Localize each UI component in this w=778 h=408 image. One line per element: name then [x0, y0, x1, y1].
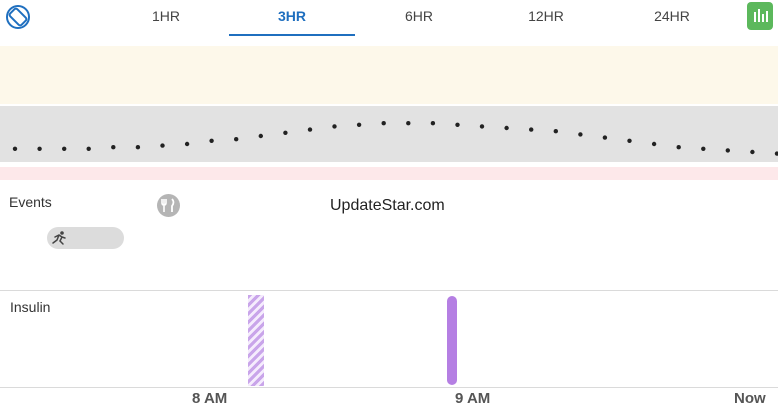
tab-24hr[interactable]: 24HR — [654, 8, 690, 24]
glucose-reading-dot — [209, 138, 214, 143]
glucose-reading-dot — [86, 146, 91, 151]
events-label: Events — [9, 194, 52, 210]
glucose-reading-dot — [651, 141, 657, 147]
glucose-reading-dot — [111, 145, 116, 150]
glucose-reading-dot — [602, 135, 608, 140]
section-divider — [0, 290, 778, 291]
running-icon — [52, 231, 66, 245]
glucose-reading-dot — [356, 122, 362, 127]
time-range-tabs: 1HR 3HR 6HR 12HR 24HR — [0, 0, 778, 36]
bar-chart-icon — [754, 9, 768, 22]
glucose-reading-dot — [725, 148, 730, 153]
glucose-reading-dot — [381, 121, 386, 126]
glucose-trend-graph[interactable] — [0, 100, 778, 170]
exercise-event-marker[interactable] — [47, 227, 124, 249]
glucose-reading-dot — [234, 137, 239, 142]
tab-6hr[interactable]: 6HR — [404, 8, 433, 24]
glucose-reading-dot — [307, 127, 313, 132]
glucose-reading-dot — [750, 149, 755, 155]
insulin-label: Insulin — [10, 299, 51, 315]
glucose-reading-dot — [135, 145, 141, 150]
glucose-reading-dot — [406, 121, 411, 126]
time-axis-line — [0, 387, 778, 388]
target-glucose-zone — [0, 106, 778, 162]
high-glucose-zone — [0, 46, 778, 104]
glucose-reading-dot — [504, 125, 509, 131]
meal-event-marker[interactable] — [157, 194, 180, 217]
time-label-9am: 9 AM — [455, 390, 491, 407]
glucose-reading-dot — [61, 146, 67, 151]
time-label-now: Now — [734, 390, 766, 407]
glucose-reading-dot — [676, 145, 681, 150]
bolus-insulin-marker[interactable] — [447, 296, 457, 385]
basal-insulin-marker[interactable] — [248, 295, 264, 386]
glucose-reading-dot — [430, 121, 436, 126]
glucose-reading-dot — [332, 124, 337, 129]
glucose-reading-dot — [12, 146, 18, 151]
watermark: UpdateStar.com — [330, 197, 445, 214]
glucose-reading-dot — [578, 132, 583, 137]
glucose-reading-dot — [479, 124, 485, 129]
glucose-reading-dot — [455, 122, 460, 127]
glucose-reading-dot — [160, 143, 165, 148]
time-label-8am: 8 AM — [192, 390, 228, 407]
fork-knife-icon — [161, 198, 175, 212]
glucose-reading-dot — [37, 146, 42, 151]
glucose-reading-dot — [627, 138, 632, 143]
tab-1hr[interactable]: 1HR — [151, 8, 180, 24]
rotate-screen-icon — [6, 5, 30, 29]
glucose-reading-dot — [701, 146, 706, 151]
glucose-reading-dot — [184, 141, 190, 147]
glucose-reading-dot — [529, 127, 534, 132]
glucose-reading-dot — [283, 130, 288, 135]
chart-view-button[interactable] — [747, 2, 773, 30]
rotate-screen-button[interactable] — [4, 3, 32, 31]
tab-3hr[interactable]: 3HR — [229, 0, 355, 36]
glucose-reading-dot — [553, 129, 558, 134]
tab-12hr[interactable]: 12HR — [528, 8, 564, 24]
glucose-reading-dot — [774, 151, 778, 156]
glucose-reading-dot — [258, 133, 263, 139]
low-glucose-zone — [0, 167, 778, 180]
